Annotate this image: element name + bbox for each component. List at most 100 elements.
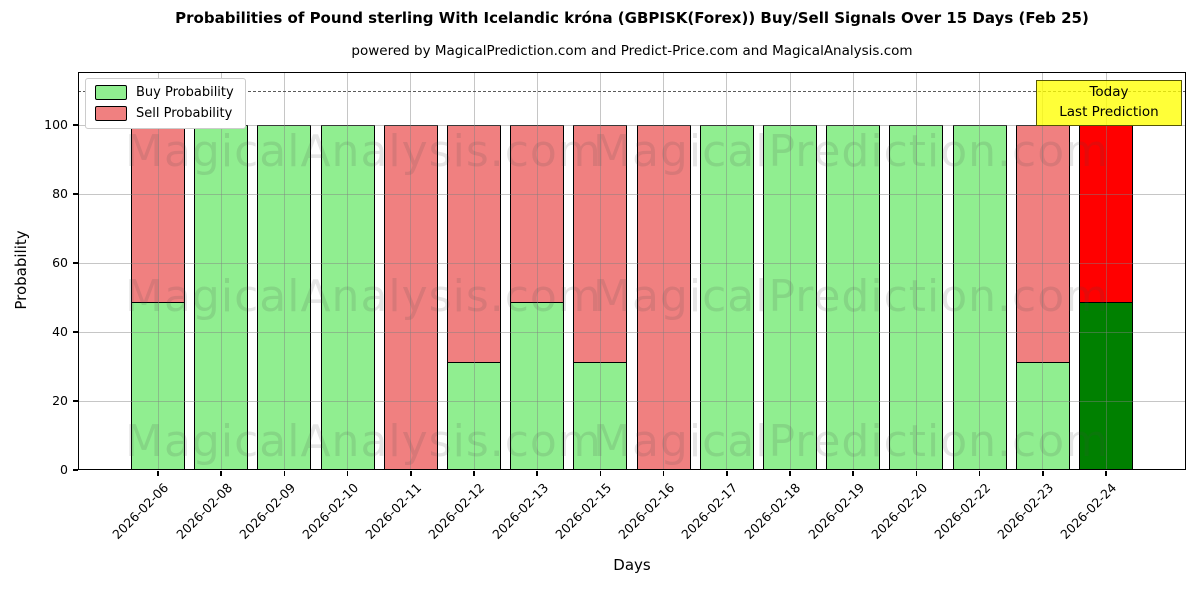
- plot-border: [78, 72, 1186, 470]
- x-tick-mark: [599, 471, 602, 476]
- x-tick-mark: [410, 471, 412, 476]
- x-tick-mark: [1042, 471, 1044, 476]
- watermark-text-left: MagicalAnalysis.com: [125, 271, 602, 322]
- buy-segment: [1080, 301, 1132, 469]
- bar-2026-02-23: [1015, 125, 1070, 470]
- x-tick-mark: [283, 471, 286, 476]
- bar-2026-02-18: [763, 125, 817, 470]
- gridline-horizontal: [78, 400, 1186, 402]
- gridline-vertical: [852, 72, 854, 470]
- today-annotation: Today Last Prediction: [1036, 80, 1182, 127]
- gridline-vertical: [599, 72, 601, 470]
- y-tick-label: 100: [44, 117, 68, 133]
- x-tick-label-text: 2026-02-15: [552, 480, 614, 542]
- gridline-vertical: [789, 72, 791, 470]
- x-tick-label-text: 2026-02-06: [109, 480, 172, 542]
- gridline-vertical: [473, 72, 475, 470]
- bar-2026-02-13: [510, 125, 565, 470]
- legend-item-sell: Sell Probability: [95, 106, 234, 122]
- x-tick-label-text: 2026-02-18: [741, 480, 804, 542]
- bar-2026-02-22: [952, 125, 1007, 470]
- x-tick-label-text: 2026-02-11: [362, 480, 425, 542]
- x-tick-mark: [346, 471, 349, 476]
- today-annotation-line1: Today: [1089, 84, 1129, 100]
- gridline-vertical: [536, 72, 538, 470]
- watermark-text-right: MagicalPrediction.com: [593, 271, 1109, 322]
- y-tick-label: 40: [52, 324, 68, 340]
- bar-2026-02-20: [889, 125, 944, 470]
- y-tick-label: 60: [52, 255, 68, 271]
- gridline-vertical: [157, 72, 159, 470]
- y-tick-label: 0: [60, 462, 68, 477]
- gridline-vertical: [915, 72, 917, 470]
- x-tick-label-text: 2026-02-13: [488, 480, 551, 542]
- legend: Buy Probability Sell Probability: [85, 78, 246, 130]
- x-tick-mark: [220, 471, 222, 476]
- x-tick-label-text: 2026-02-19: [804, 480, 867, 542]
- y-tick-mark: [73, 262, 78, 264]
- gridline-vertical: [663, 72, 665, 470]
- y-tick-mark: [73, 124, 78, 126]
- gridline-vertical: [410, 72, 412, 470]
- gridline-vertical: [347, 72, 349, 470]
- sell-probability-swatch: [95, 105, 127, 121]
- x-tick-mark: [157, 471, 159, 476]
- y-tick-label: 80: [52, 186, 68, 202]
- x-tick-label-text: 2026-02-10: [299, 480, 362, 542]
- gridline-horizontal: [78, 262, 1186, 264]
- y-tick-mark: [73, 331, 78, 333]
- today-annotation-line2: Last Prediction: [1059, 103, 1159, 120]
- buy-segment: [448, 362, 500, 469]
- gridline-vertical: [1105, 72, 1107, 470]
- gridline-horizontal: [78, 124, 1186, 126]
- x-tick-mark: [789, 471, 791, 476]
- chart-title: Probabilities of Pound sterling With Ice…: [175, 9, 1089, 27]
- x-tick-label-text: 2026-02-16: [615, 480, 678, 542]
- x-axis-label: Days: [613, 556, 651, 574]
- bar-2026-02-11: [383, 125, 438, 470]
- x-tick-label-text: 2026-02-24: [1057, 480, 1120, 542]
- gridline-vertical: [1042, 72, 1044, 470]
- legend-label-sell: Sell Probability: [136, 105, 233, 121]
- gridline-horizontal: [78, 193, 1186, 195]
- gridline-vertical: [979, 72, 981, 470]
- threshold-dashed-line: [78, 90, 1186, 92]
- bar-2026-02-19: [826, 125, 881, 470]
- bar-2026-02-08: [194, 125, 249, 470]
- buy-segment: [511, 301, 564, 469]
- watermark-text-right: MagicalPrediction.com: [593, 416, 1109, 467]
- watermark-text-left: MagicalAnalysis.com: [125, 126, 602, 177]
- chart-subtitle: powered by MagicalPrediction.com and Pre…: [351, 43, 913, 59]
- legend-label-buy: Buy Probability: [136, 85, 234, 100]
- x-tick-mark: [978, 471, 981, 476]
- gridline-horizontal: [78, 331, 1186, 333]
- gridline-vertical: [726, 72, 728, 470]
- x-tick-label-text: 2026-02-23: [994, 480, 1057, 542]
- x-tick-mark: [726, 471, 728, 476]
- y-tick-mark: [73, 193, 78, 195]
- plot-area: Buy Probability Sell Probability Today L…: [78, 72, 1186, 470]
- x-tick-label-text: 2026-02-12: [425, 480, 488, 542]
- bar-2026-02-15: [573, 125, 628, 470]
- watermark-text-right: MagicalPrediction.com: [593, 126, 1109, 177]
- gridline-vertical: [283, 72, 285, 470]
- bar-2026-02-10: [320, 125, 375, 470]
- bar-2026-02-24: [1079, 125, 1133, 470]
- buy-segment: [574, 362, 627, 469]
- gridline-vertical: [220, 72, 222, 470]
- buy-segment: [1016, 362, 1069, 469]
- watermark-text-left: MagicalAnalysis.com: [125, 416, 602, 467]
- x-tick-label-text: 2026-02-08: [172, 480, 235, 542]
- x-tick-mark: [536, 471, 538, 476]
- y-tick-mark: [73, 400, 78, 402]
- legend-item-buy: Buy Probability: [95, 85, 234, 101]
- x-tick-mark: [473, 471, 475, 476]
- bar-2026-02-16: [636, 125, 691, 470]
- buy-probability-swatch: [95, 85, 127, 101]
- x-tick-mark: [662, 471, 665, 476]
- x-tick-label-text: 2026-02-09: [236, 480, 298, 542]
- x-tick-label-text: 2026-02-20: [868, 480, 930, 542]
- y-tick-label: 20: [52, 393, 68, 409]
- x-tick-label-text: 2026-02-22: [931, 480, 994, 542]
